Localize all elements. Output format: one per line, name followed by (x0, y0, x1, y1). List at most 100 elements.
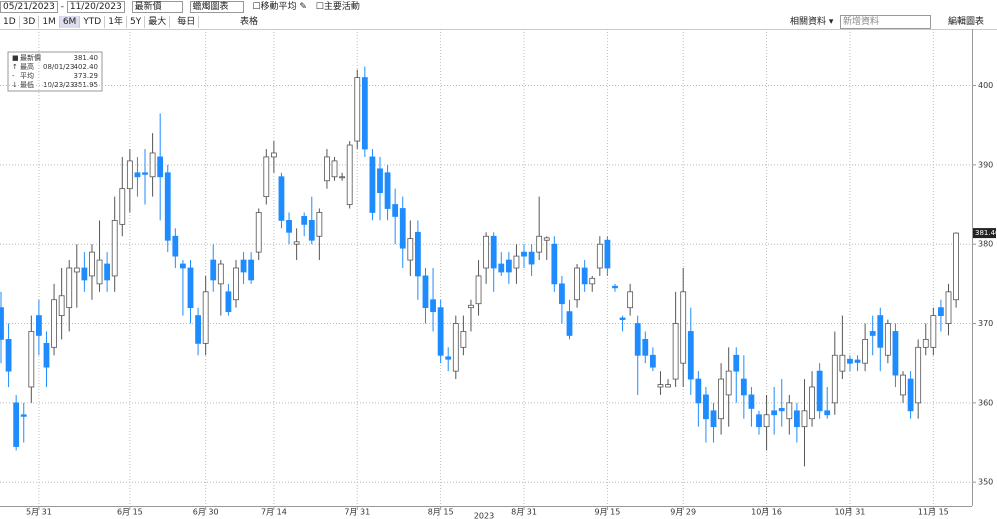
candle-body (316, 212, 323, 237)
legend: ■ 最新價 381.40 ↑ 最高 08/01/23 402.40 - 平均 373.29 ↓ 最低 1… (7, 51, 103, 92)
y-tick-label: 350 (978, 478, 993, 487)
candle-body (854, 359, 861, 363)
range-button[interactable]: 最大 (145, 16, 171, 28)
y-tick-label: 400 (978, 81, 993, 90)
candle-body (642, 338, 649, 356)
candle-body (324, 156, 330, 182)
candle-body (73, 267, 80, 273)
candle-body (331, 160, 338, 178)
range-button[interactable]: YTD (80, 16, 106, 28)
candle-body (892, 331, 899, 376)
candle-body (301, 216, 308, 225)
candle-body (740, 378, 747, 396)
range-bar: 1D 3D 1M 6M YTD 1年 5Y 最大 每日 (0, 16, 200, 28)
candle-body (627, 291, 634, 309)
candle-body (202, 291, 209, 344)
legend-value: 381.40 (74, 54, 99, 62)
candle-body (437, 307, 444, 356)
candle-body (862, 338, 869, 364)
candle-body (778, 408, 785, 412)
candle-body (748, 394, 755, 409)
candle-body (900, 374, 906, 396)
end-date[interactable]: 11/20/2023 (66, 1, 125, 13)
candle-body (414, 231, 421, 277)
x-tick-label: 9月 29 (670, 508, 696, 517)
range-button[interactable]: 6M (59, 16, 81, 28)
y-tick-label: 380 (978, 240, 993, 249)
candle-body (392, 204, 399, 217)
range-button[interactable]: 3D (20, 16, 40, 28)
candle-body (483, 235, 490, 269)
candle-body (346, 144, 353, 205)
candle-body (361, 77, 368, 150)
y-tick-label: 360 (978, 398, 993, 407)
range-button[interactable]: 1年 (105, 16, 127, 28)
candle-body (574, 267, 580, 301)
candle-body (58, 295, 65, 316)
x-axis-year: 2023 (474, 512, 494, 519)
x-tick-label: 8月 15 (428, 508, 454, 517)
range-button[interactable]: 5Y (127, 16, 146, 28)
x-tick-label: 5月 31 (26, 508, 52, 517)
candle-body (665, 384, 671, 388)
legend-date: 08/01/23 (43, 63, 74, 71)
candle-body (157, 156, 164, 178)
candle-body (111, 219, 118, 277)
candle-body (786, 402, 793, 420)
candle-body (104, 263, 111, 281)
candle-body (649, 354, 656, 368)
candle-body (528, 251, 535, 265)
candle-body (422, 275, 429, 309)
legend-icon: ■ (12, 54, 19, 62)
candle-body (96, 259, 103, 285)
x-tick-label: 6月 15 (117, 508, 143, 517)
legend-date: 10/23/23 (43, 81, 74, 89)
candle-body (589, 277, 596, 285)
candle-body (672, 323, 679, 380)
candle-body (187, 267, 194, 309)
candle-body (475, 275, 482, 305)
add-data-input[interactable]: 新增資料 (840, 15, 931, 29)
legend-label: 最新價 (20, 53, 41, 62)
range-button[interactable]: 1D (0, 16, 20, 28)
candle-body (240, 259, 247, 273)
candle-body (763, 414, 770, 428)
ma-label[interactable]: 移動平均 (260, 2, 297, 12)
checkbox[interactable]: ☐ (252, 2, 261, 12)
candle-body (513, 255, 520, 269)
candle-body (551, 243, 558, 285)
field-select[interactable]: 最新價 (131, 1, 183, 13)
candle-body (536, 235, 543, 253)
candle-body (703, 394, 709, 420)
table-button[interactable]: 表格 (240, 17, 259, 27)
candle-body (172, 235, 179, 257)
related-label[interactable]: 相關資料 (790, 17, 827, 27)
range-button[interactable]: 每日 (174, 16, 200, 28)
candle-body (149, 152, 156, 178)
candle-body (20, 414, 27, 417)
candle-body (308, 219, 315, 241)
candle-body (922, 338, 929, 348)
related-button[interactable]: 相關資料 ▾ (790, 17, 834, 27)
candle-body (543, 237, 550, 241)
events-label[interactable]: 主要活動 (323, 2, 360, 12)
candle-body (634, 323, 641, 356)
edit-chart-button[interactable]: 編輯圖表 (948, 17, 985, 27)
candle-body (452, 323, 459, 372)
candle-body (907, 378, 914, 412)
candle-body (210, 259, 217, 281)
x-tick-label: 10月 31 (835, 508, 866, 517)
candle-body (877, 315, 884, 348)
style-select[interactable]: 蠟燭圖表 (189, 1, 244, 13)
candle-body (771, 410, 778, 416)
range-button[interactable]: 1M (39, 16, 60, 28)
candle-body (559, 283, 565, 305)
candle-body (270, 152, 277, 158)
candle-body (248, 259, 255, 281)
x-tick-label: 11月 15 (918, 508, 949, 517)
candle-body (339, 176, 346, 179)
checkbox[interactable]: ☐ (315, 2, 324, 12)
start-date[interactable]: 05/21/2023 (0, 1, 58, 13)
candle-body (445, 356, 452, 360)
